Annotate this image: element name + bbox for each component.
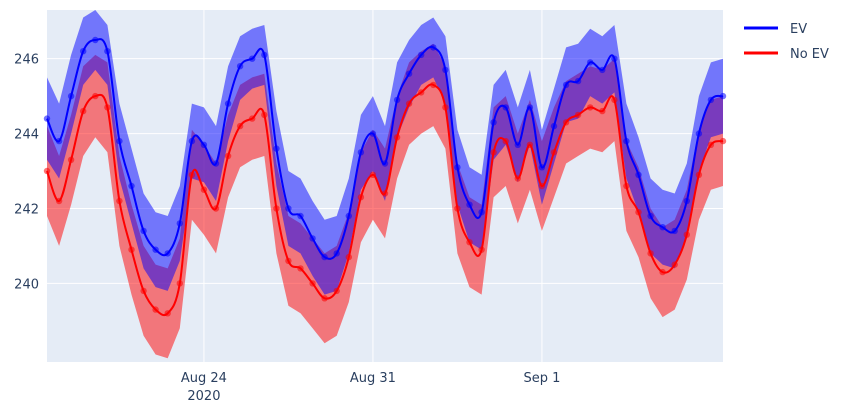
x-tick-year-label: 2020 (187, 389, 220, 404)
legend-item-no-ev[interactable]: No EV (744, 47, 829, 62)
y-tick-label: 244 (14, 128, 39, 143)
y-tick-label: 246 (14, 53, 39, 68)
series-lines (46, 38, 724, 317)
line-ev (46, 38, 724, 260)
legend-item-ev[interactable]: EV (744, 22, 807, 37)
legend[interactable]: EV No EV (744, 22, 829, 62)
x-tick-label: Aug 24 (181, 371, 227, 386)
y-tick-label: 240 (14, 277, 39, 292)
x-axis-ticks: Aug 24 2020 Aug 31 Sep 1 (181, 371, 560, 404)
line-no-ev (46, 83, 724, 317)
band-ev (47, 10, 723, 295)
x-tick-label: Sep 1 (523, 371, 560, 386)
confidence-bands (47, 10, 723, 359)
y-tick-label: 242 (14, 202, 39, 217)
legend-label-no-ev: No EV (790, 47, 829, 62)
legend-label-ev: EV (790, 22, 807, 37)
x-tick-label: Aug 31 (350, 371, 396, 386)
y-axis-ticks: 240 242 244 246 (14, 53, 39, 293)
